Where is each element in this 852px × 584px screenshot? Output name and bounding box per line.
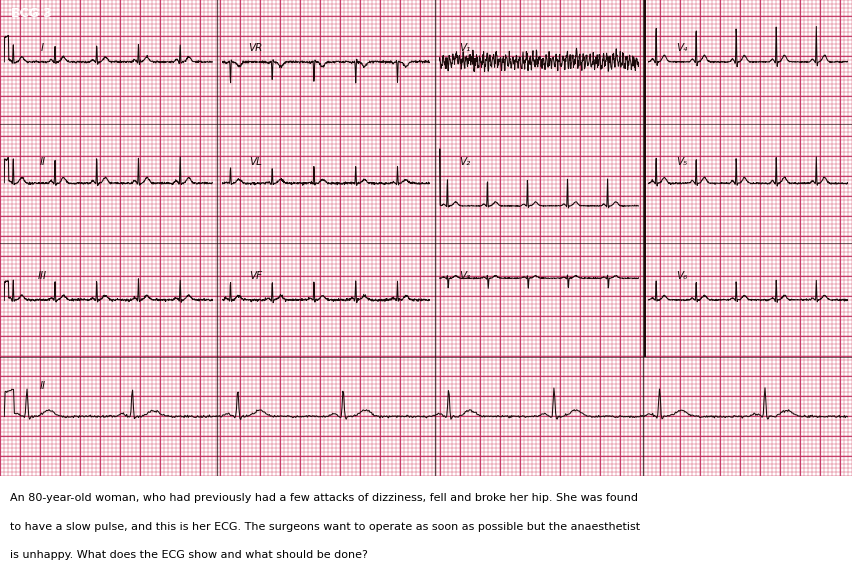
- Text: V₅: V₅: [676, 157, 688, 167]
- Text: is unhappy. What does the ECG show and what should be done?: is unhappy. What does the ECG show and w…: [10, 550, 368, 559]
- Text: V₂: V₂: [458, 157, 470, 167]
- Text: VL: VL: [249, 157, 262, 167]
- Text: II: II: [39, 157, 46, 167]
- Text: V₃: V₃: [458, 271, 470, 281]
- Text: An 80-year-old woman, who had previously had a few attacks of dizziness, fell an: An 80-year-old woman, who had previously…: [10, 493, 638, 503]
- Text: ECG 3: ECG 3: [11, 7, 52, 20]
- Text: VF: VF: [249, 271, 262, 281]
- Text: VR: VR: [249, 43, 262, 53]
- Text: V₁: V₁: [458, 43, 470, 53]
- Text: I: I: [41, 43, 44, 53]
- Text: V₄: V₄: [676, 43, 688, 53]
- Text: III: III: [38, 271, 47, 281]
- Text: to have a slow pulse, and this is her ECG. The surgeons want to operate as soon : to have a slow pulse, and this is her EC…: [10, 522, 641, 531]
- Text: V₆: V₆: [676, 271, 688, 281]
- Text: II: II: [39, 381, 46, 391]
